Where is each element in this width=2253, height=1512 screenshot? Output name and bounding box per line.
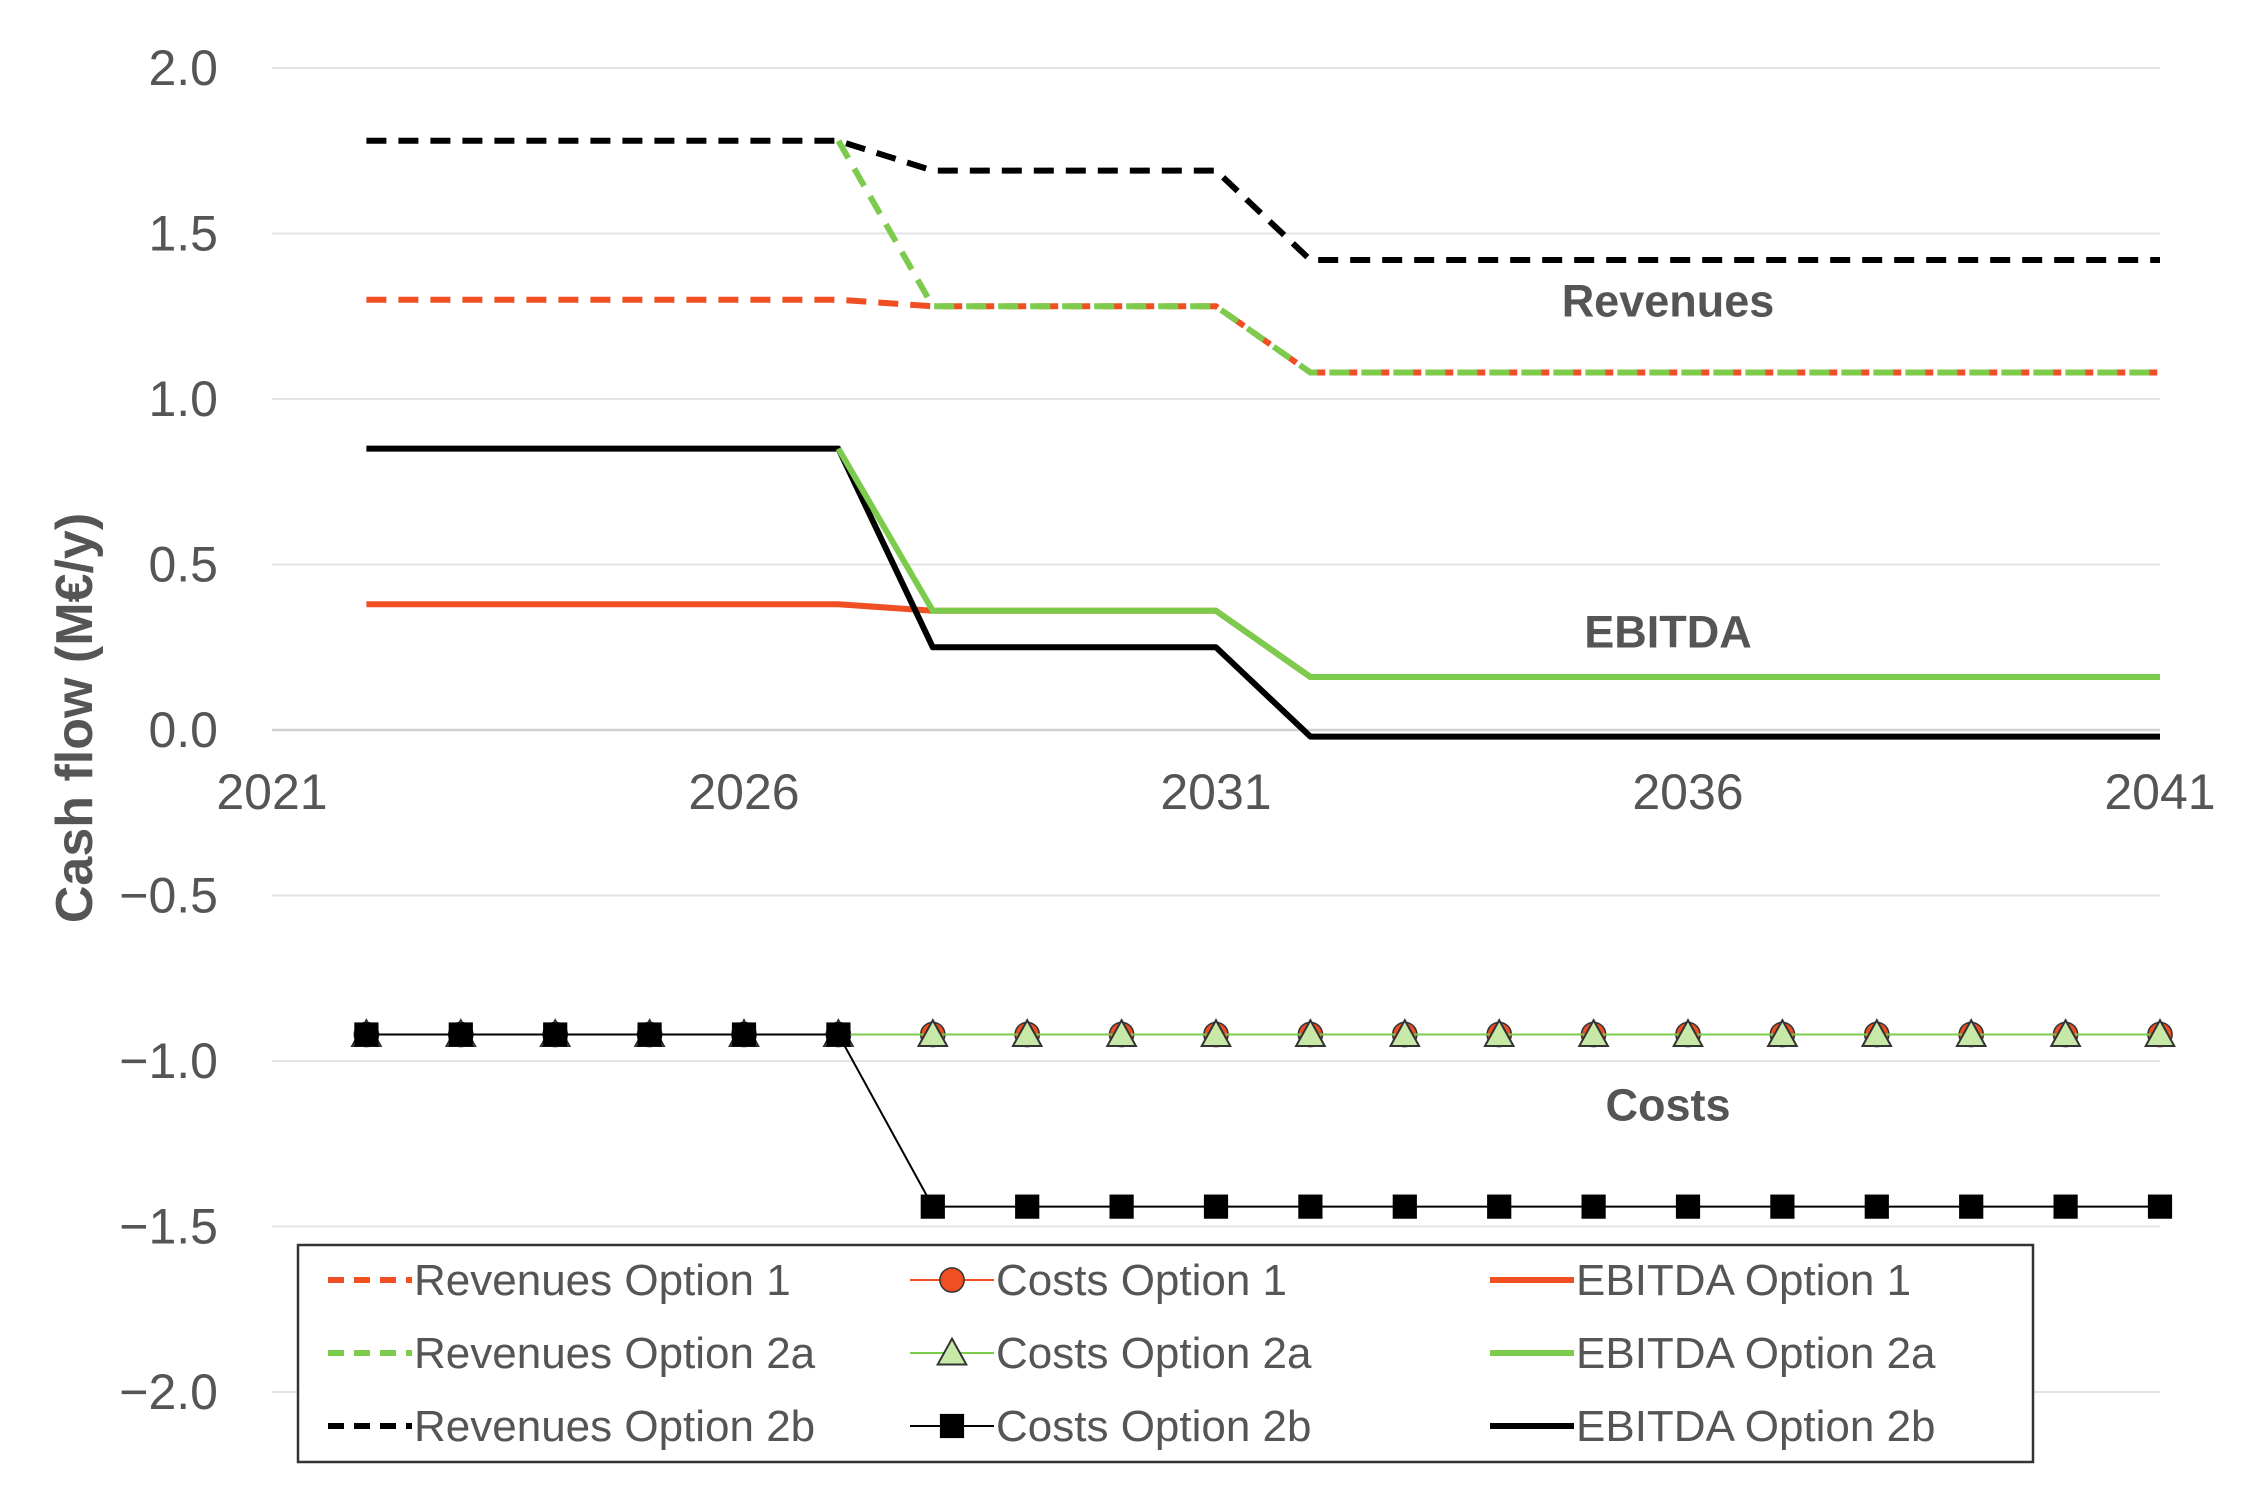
series-line — [366, 445, 2160, 740]
data-point — [1203, 1194, 1229, 1219]
legend-item: Revenues Option 1 — [328, 1256, 791, 1305]
legend-label: Revenues Option 1 — [414, 1256, 791, 1305]
legend-item: EBITDA Option 2b — [1490, 1402, 1936, 1451]
series-ebitda-option-2a — [835, 447, 2160, 680]
legend-label: EBITDA Option 2a — [1576, 1329, 1936, 1378]
data-point — [1011, 1018, 1044, 1047]
legend-item: Revenues Option 2b — [328, 1402, 815, 1451]
legend-item: Costs Option 2a — [910, 1329, 1312, 1378]
x-tick-label: 2031 — [1160, 764, 1271, 820]
annotation-revenues: Revenues — [1562, 275, 1775, 326]
data-point — [543, 1022, 568, 1047]
data-point — [939, 1267, 965, 1293]
data-point — [2147, 1194, 2173, 1219]
data-point — [1864, 1194, 1889, 1219]
x-tick-label: 2021 — [216, 764, 327, 820]
data-point — [1959, 1194, 1984, 1219]
data-point — [1487, 1194, 1512, 1219]
data-point — [1109, 1194, 1134, 1219]
series-line — [835, 447, 2160, 680]
data-point — [1766, 1018, 1799, 1047]
series-costs-option-2a — [350, 1018, 2176, 1047]
legend-item: EBITDA Option 2a — [1490, 1329, 1936, 1378]
y-tick-label: −1.0 — [119, 1033, 218, 1089]
legend-label: Costs Option 2b — [996, 1402, 1312, 1451]
annotation-ebitda: EBITDA — [1584, 606, 1752, 657]
legend-item: Costs Option 2b — [910, 1402, 1312, 1451]
legend-box — [296, 1243, 2035, 1464]
series-line — [366, 1033, 2160, 1208]
y-tick-label: −0.5 — [119, 868, 218, 924]
data-point — [2053, 1194, 2078, 1219]
annotation-costs: Costs — [1605, 1080, 1730, 1131]
series-revenues-option-2b — [366, 137, 2160, 263]
data-point — [936, 1336, 968, 1366]
series-line — [366, 137, 2160, 263]
legend-label: Revenues Option 2b — [414, 1402, 815, 1451]
series-line — [835, 139, 2160, 376]
legend-item: EBITDA Option 1 — [1490, 1256, 1911, 1305]
data-point — [1581, 1194, 1606, 1219]
y-tick-label: 1.5 — [148, 206, 218, 262]
y-tick-label: 2.0 — [148, 40, 218, 96]
data-point — [1105, 1018, 1138, 1047]
data-point — [1483, 1018, 1516, 1047]
data-point — [1577, 1018, 1610, 1047]
data-point — [1955, 1018, 1988, 1047]
data-point — [637, 1022, 662, 1047]
legend-item: Costs Option 1 — [910, 1256, 1287, 1305]
legend-label: EBITDA Option 2b — [1576, 1402, 1936, 1451]
series-layer — [350, 137, 2176, 1219]
x-tick-label: 2036 — [1632, 764, 1743, 820]
legend-label: Revenues Option 2a — [414, 1329, 816, 1378]
y-tick-label: 0.5 — [148, 537, 218, 593]
series-costs-option-2b — [354, 1022, 2173, 1219]
annotations: Revenues EBITDA Costs — [1562, 275, 1775, 1130]
legend-label: Costs Option 1 — [996, 1256, 1287, 1305]
data-point — [1675, 1194, 1701, 1219]
data-point — [354, 1022, 379, 1047]
legend-item: Revenues Option 2a — [328, 1329, 816, 1378]
data-point — [1860, 1018, 1893, 1047]
gridlines — [272, 67, 2160, 1393]
y-tick-label: 1.0 — [148, 371, 218, 427]
data-point — [1672, 1018, 1704, 1047]
data-point — [2049, 1018, 2082, 1047]
data-point — [1294, 1018, 1327, 1047]
data-point — [1298, 1194, 1323, 1219]
x-tick-label: 2041 — [2104, 764, 2215, 820]
x-axis-tick-labels: 2021 2026 2031 2036 2041 — [216, 764, 2215, 820]
y-axis-tick-labels: 2.0 1.5 1.0 0.5 0.0 −0.5 −1.0 −1.5 −2.0 — [119, 40, 218, 1420]
series-ebitda-option-2b — [366, 445, 2160, 740]
y-axis-label: Cash flow (M€/y) — [46, 513, 104, 923]
data-point — [939, 1413, 965, 1439]
y-tick-label: 0.0 — [148, 702, 218, 758]
y-tick-label: −2.0 — [119, 1364, 218, 1420]
legend: Revenues Option 1 Costs Option 1 EBITDA Op… — [296, 1243, 2035, 1464]
data-point — [1015, 1194, 1040, 1219]
x-tick-label: 2026 — [688, 764, 799, 820]
data-point — [448, 1022, 473, 1047]
data-point — [2144, 1018, 2176, 1047]
data-point — [916, 1018, 949, 1047]
data-point — [1392, 1194, 1417, 1219]
data-point — [1770, 1194, 1795, 1219]
legend-label: EBITDA Option 1 — [1576, 1256, 1911, 1305]
y-tick-label: −1.5 — [119, 1199, 218, 1255]
legend-label: Costs Option 2a — [996, 1329, 1312, 1378]
series-revenues-option-2a — [835, 139, 2160, 376]
data-point — [920, 1194, 945, 1219]
data-point — [1388, 1018, 1421, 1047]
data-point — [826, 1022, 851, 1047]
data-point — [1200, 1018, 1232, 1047]
data-point — [731, 1022, 757, 1047]
